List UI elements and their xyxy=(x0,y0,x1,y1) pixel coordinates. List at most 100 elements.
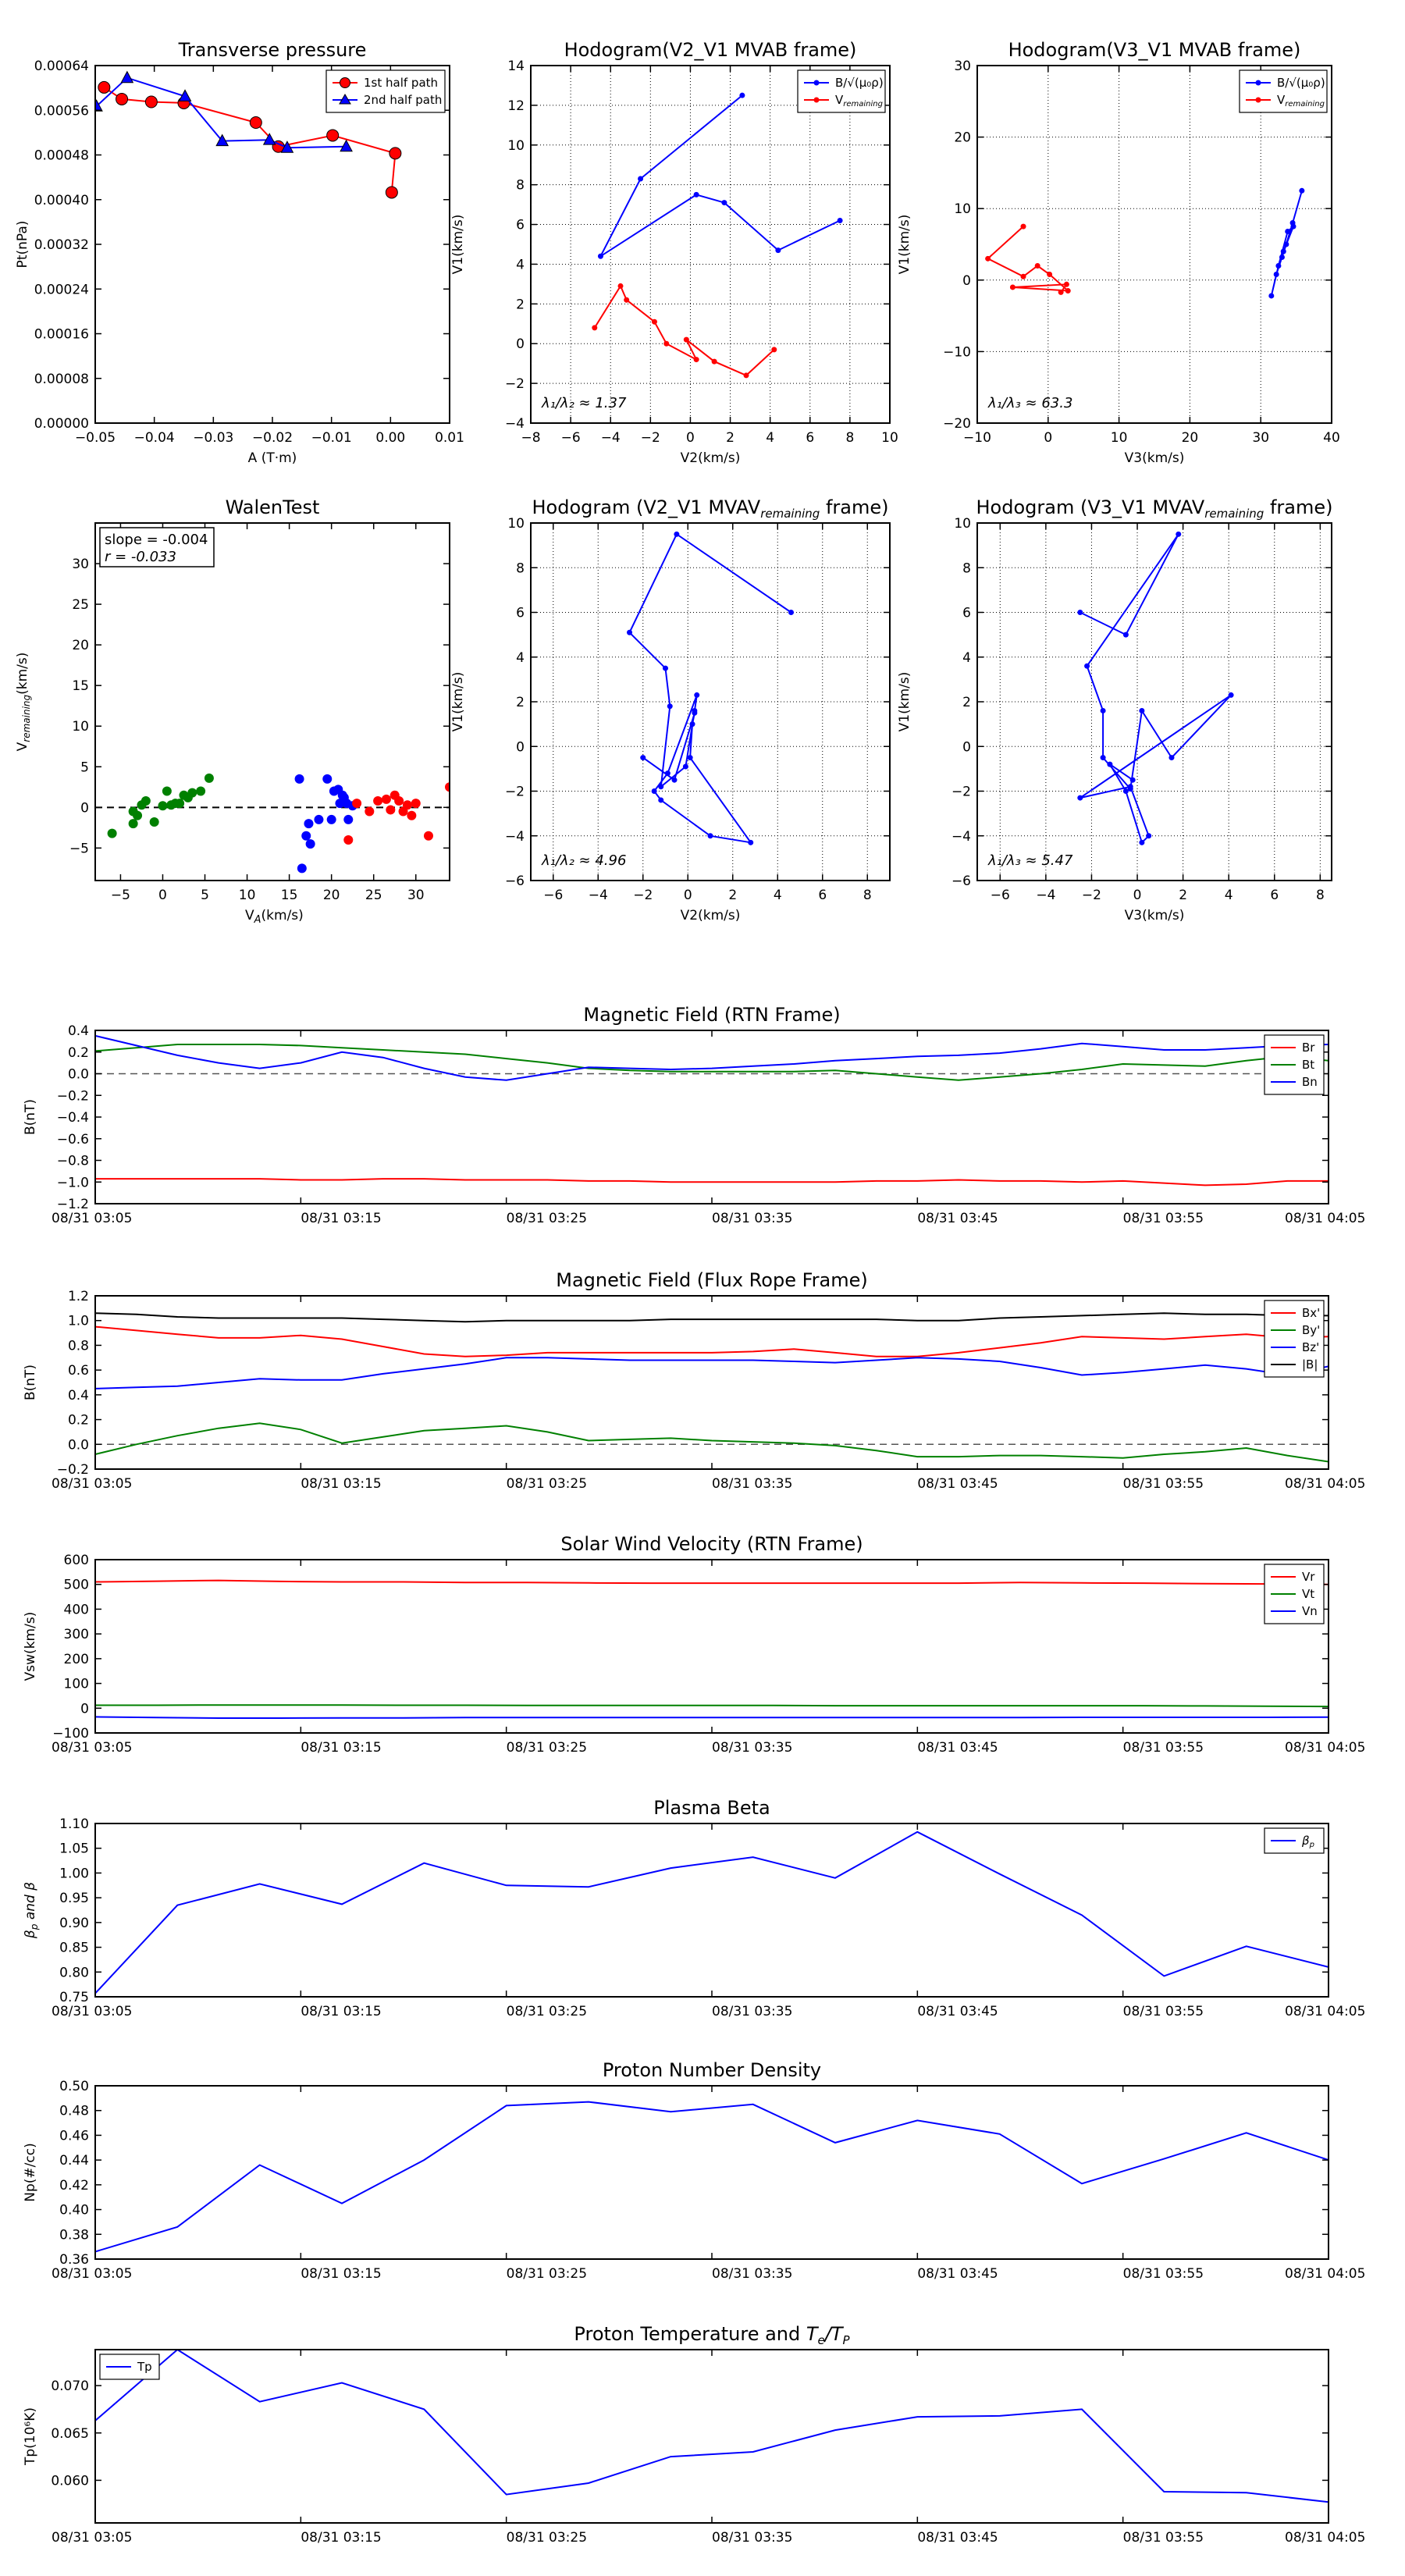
x-tick-label: −0.03 xyxy=(193,430,233,446)
x-axis-label: A (T·m) xyxy=(248,450,297,466)
chart-walen-3: −5 0 5 10 15 20 25 30 −5 0 5 10 15 20 25 30 WalenTest VA(… xyxy=(15,496,450,926)
chart-title: Hodogram(V3_V1 MVAB frame) xyxy=(1008,39,1301,61)
data-point xyxy=(1034,262,1040,269)
legend-label: Br xyxy=(1302,1041,1315,1055)
chart-h4-5: −6 −4 −2 0 2 4 6 8 −6 −4 −2 0 2 4 6 8 10 Hodogram (V3_V1 … xyxy=(897,496,1332,923)
data-point xyxy=(1279,254,1285,260)
data-layer xyxy=(107,773,450,873)
data-point xyxy=(775,247,781,254)
series-line-Vt xyxy=(95,1704,1329,1708)
x-tick-label: 20 xyxy=(323,888,340,903)
x-tick-label: 08/31 03:35 xyxy=(712,2530,792,2546)
chart-h2-2: −10 0 10 20 30 40−20−100102030Hodogram(V3_V1 … xyxy=(897,39,1340,466)
data-point xyxy=(301,831,311,841)
x-tick-label: 08/31 03:35 xyxy=(712,2004,792,2019)
x-tick-label: 08/31 04:05 xyxy=(1285,2530,1365,2546)
legend-label: Vn xyxy=(1302,1604,1318,1618)
y-tick-label: 20 xyxy=(72,638,89,653)
data-point xyxy=(365,806,375,817)
x-tick-label: 0 xyxy=(158,888,167,903)
data-point xyxy=(692,710,698,716)
legend: Tp xyxy=(99,2354,160,2380)
x-tick-label: 08/31 03:45 xyxy=(917,2266,998,2282)
data-point-circle xyxy=(116,92,129,105)
y-tick-label: 10 xyxy=(954,516,971,532)
data-point xyxy=(343,814,354,824)
x-tick-label: 30 xyxy=(1252,430,1269,446)
data-point xyxy=(1077,795,1083,801)
chart-title: Plasma Beta xyxy=(653,1797,770,1819)
data-point xyxy=(693,191,699,197)
y-tick-label: 0.90 xyxy=(59,1916,89,1931)
y-tick-label: 0.070 xyxy=(51,2379,89,2394)
data-point xyxy=(667,703,673,710)
plot-frame xyxy=(94,2085,1329,2260)
x-tick-label: 08/31 03:55 xyxy=(1123,1740,1204,1756)
y-axis-label: B(nT) xyxy=(23,1099,38,1135)
chart-title: Magnetic Field (RTN Frame) xyxy=(583,1004,840,1026)
x-tick-label: 8 xyxy=(1316,888,1325,903)
y-tick-label: −6 xyxy=(505,873,525,889)
x-tick-label: 08/31 03:35 xyxy=(712,1211,792,1226)
x-tick-label: 08/31 03:35 xyxy=(712,1740,792,1756)
y-tick-label: 400 xyxy=(64,1602,89,1617)
legend-label: |B| xyxy=(1302,1357,1318,1372)
data-point xyxy=(664,770,670,777)
data-point xyxy=(1139,839,1145,845)
x-tick-label: 08/31 03:45 xyxy=(917,2530,998,2546)
data-point xyxy=(1100,707,1106,713)
y-tick-label: −0.2 xyxy=(57,1462,89,1478)
y-tick-label: 500 xyxy=(64,1578,89,1593)
data-point xyxy=(1058,289,1064,295)
data-point xyxy=(1065,288,1071,294)
y-tick-label: 0.48 xyxy=(59,2104,89,2119)
x-tick-label: 08/31 04:05 xyxy=(1285,1476,1365,1492)
x-tick-label: −8 xyxy=(521,430,540,446)
data-point xyxy=(149,817,159,827)
x-tick-label: 08/31 04:05 xyxy=(1285,2266,1365,2282)
legend-label: 1st half path xyxy=(364,76,438,90)
data-point xyxy=(343,834,354,845)
y-tick-label: 0.065 xyxy=(51,2426,89,2442)
x-tick-label: 2 xyxy=(726,430,735,446)
chart-title: Hodogram (V2_V1 MVAVremaining frame) xyxy=(532,496,889,521)
y-tick-label: 0.060 xyxy=(51,2473,89,2489)
legend-label: Bn xyxy=(1302,1075,1318,1089)
x-tick-label: 0.01 xyxy=(435,430,464,446)
legend: 1st half path 2nd half path xyxy=(325,69,446,113)
x-tick-label: −6 xyxy=(543,888,563,903)
plot-frame xyxy=(94,65,450,424)
y-tick-label: 15 xyxy=(72,678,89,694)
x-axis-label: V3(km/s) xyxy=(1125,450,1185,466)
y-axis-label: βp and β xyxy=(23,1882,40,1939)
chart-title: Hodogram(V2_V1 MVAB frame) xyxy=(564,39,857,61)
data-point xyxy=(1084,663,1090,669)
data-point-triangle xyxy=(215,133,229,147)
data-point-triangle xyxy=(340,139,353,152)
x-tick-label: 6 xyxy=(818,888,827,903)
x-tick-label: 10 xyxy=(881,430,898,446)
x-tick-label: 4 xyxy=(1225,888,1233,903)
legend: Br Bt Bn xyxy=(1264,1034,1325,1095)
data-point xyxy=(597,253,603,259)
y-tick-label: 300 xyxy=(64,1627,89,1642)
legend-label: Tp xyxy=(137,2360,152,2374)
data-point xyxy=(658,797,664,803)
data-layer xyxy=(1077,531,1234,845)
series-line-Bz' xyxy=(95,1357,1329,1389)
y-tick-label: 0 xyxy=(80,1701,89,1717)
data-layer xyxy=(95,2350,1329,2503)
y-tick-label: 0.00024 xyxy=(34,282,89,297)
y-tick-label: −20 xyxy=(943,416,971,432)
series-line-|B| xyxy=(95,1312,1329,1323)
legend-label: By' xyxy=(1302,1323,1320,1337)
data-point xyxy=(651,788,657,794)
data-point xyxy=(617,283,624,289)
y-tick-label: 6 xyxy=(516,218,525,233)
x-tick-label: 08/31 03:25 xyxy=(507,1740,587,1756)
y-tick-label: −100 xyxy=(52,1726,89,1742)
y-tick-label: 10 xyxy=(507,138,525,154)
stats-box xyxy=(99,527,215,568)
series-line-By' xyxy=(95,1422,1329,1463)
x-tick-label: 4 xyxy=(766,430,774,446)
